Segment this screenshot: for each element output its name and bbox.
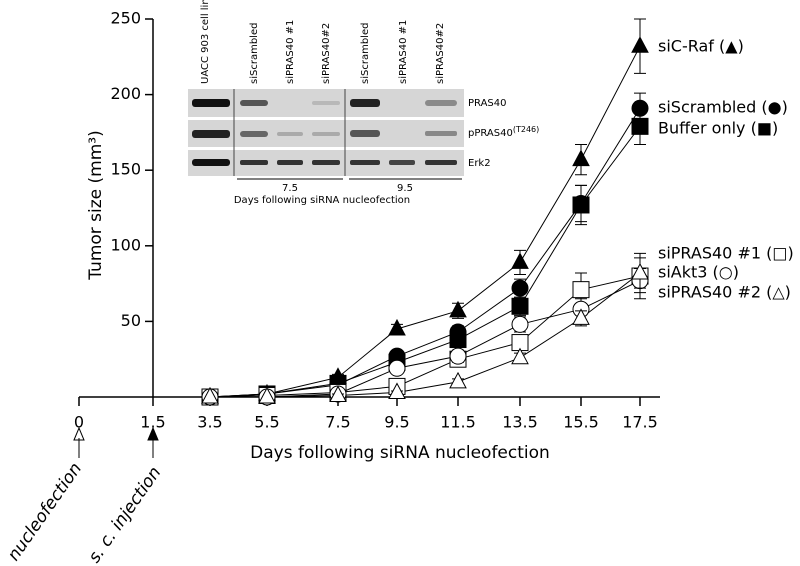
- marker: [572, 308, 590, 325]
- marker: [329, 385, 347, 402]
- arrow: [73, 426, 85, 458]
- band-label: pPRAS40(T246): [468, 125, 539, 140]
- marker: [511, 252, 529, 269]
- marker: [511, 297, 529, 315]
- x-tick-label: 13.5: [502, 413, 538, 432]
- inset: UACC 903 cell line siScrambled siPRAS40 …: [188, 0, 539, 206]
- marker: [449, 300, 467, 318]
- x-tick-label: 17.5: [622, 413, 658, 432]
- x-axis-label: Days following siRNA nucleofection: [250, 443, 550, 463]
- y-tick-label: 50: [121, 311, 141, 330]
- marker: [258, 386, 276, 404]
- x-tick-label: 15.5: [563, 413, 599, 432]
- lane-label: siPRAS40 #1: [398, 20, 409, 84]
- y-tick-label: 250: [110, 9, 141, 28]
- x-tick-label: 9.5: [384, 413, 409, 432]
- x-tick-label: 1.5: [140, 413, 165, 432]
- y-tick-label: 200: [110, 84, 141, 103]
- marker: [449, 331, 467, 349]
- marker: [388, 359, 406, 377]
- y-tick-label: 100: [110, 235, 141, 254]
- x-tick-label: 0: [74, 413, 84, 432]
- series-line: [209, 126, 641, 398]
- series-label: siPRAS40 #1 (□): [658, 244, 794, 263]
- lane-label: siPRAS40#2: [435, 23, 446, 84]
- y-tick-label: 150: [110, 160, 141, 179]
- series-label: siAkt3 (○): [658, 263, 739, 282]
- marker: [449, 347, 467, 365]
- marker: [572, 149, 590, 167]
- lane-label: UACC 903 cell line: [200, 0, 211, 84]
- marker: [388, 382, 406, 399]
- marker: [572, 196, 590, 214]
- band-label: PRAS40: [468, 98, 507, 109]
- series-label: siC-Raf (▲): [658, 37, 744, 56]
- series-line: [209, 275, 641, 398]
- series-label: siPRAS40 #2 (△): [658, 283, 791, 302]
- y-axis-label: Tumor size (mm³): [86, 130, 106, 281]
- arrow: [147, 426, 159, 458]
- marker: [631, 262, 649, 280]
- series-label: Buffer only (■): [658, 119, 778, 138]
- series-line: [209, 45, 641, 398]
- x-tick-label: 3.5: [197, 413, 222, 432]
- x-tick-label: 11.5: [440, 413, 476, 432]
- marker: [449, 371, 467, 389]
- annotation: nucleofection: [4, 459, 86, 565]
- band-label: Erk2: [468, 158, 491, 169]
- bands: [192, 99, 457, 166]
- group-label: 9.5: [397, 183, 413, 194]
- marker: [631, 117, 649, 135]
- series-label: siScrambled (●): [658, 98, 788, 117]
- inset-caption: Days following siRNA nucleofection: [234, 195, 410, 206]
- marker: [511, 315, 529, 333]
- lane-label: siScrambled: [360, 23, 371, 84]
- marker: [511, 347, 529, 365]
- x-tick-label: 5.5: [254, 413, 279, 432]
- marker: [511, 279, 529, 297]
- marker: [388, 318, 406, 336]
- annotation: s. c. injection: [85, 463, 166, 566]
- marker: [572, 281, 590, 299]
- lane-label: siPRAS40#2: [321, 23, 332, 84]
- x-tick-label: 7.5: [325, 413, 350, 432]
- lane-label: siScrambled: [249, 23, 260, 84]
- marker: [631, 36, 649, 53]
- series-line: [210, 272, 641, 398]
- group-label: 7.5: [282, 183, 298, 194]
- lane-label: siPRAS40 #1: [285, 20, 296, 84]
- marker: [201, 386, 219, 404]
